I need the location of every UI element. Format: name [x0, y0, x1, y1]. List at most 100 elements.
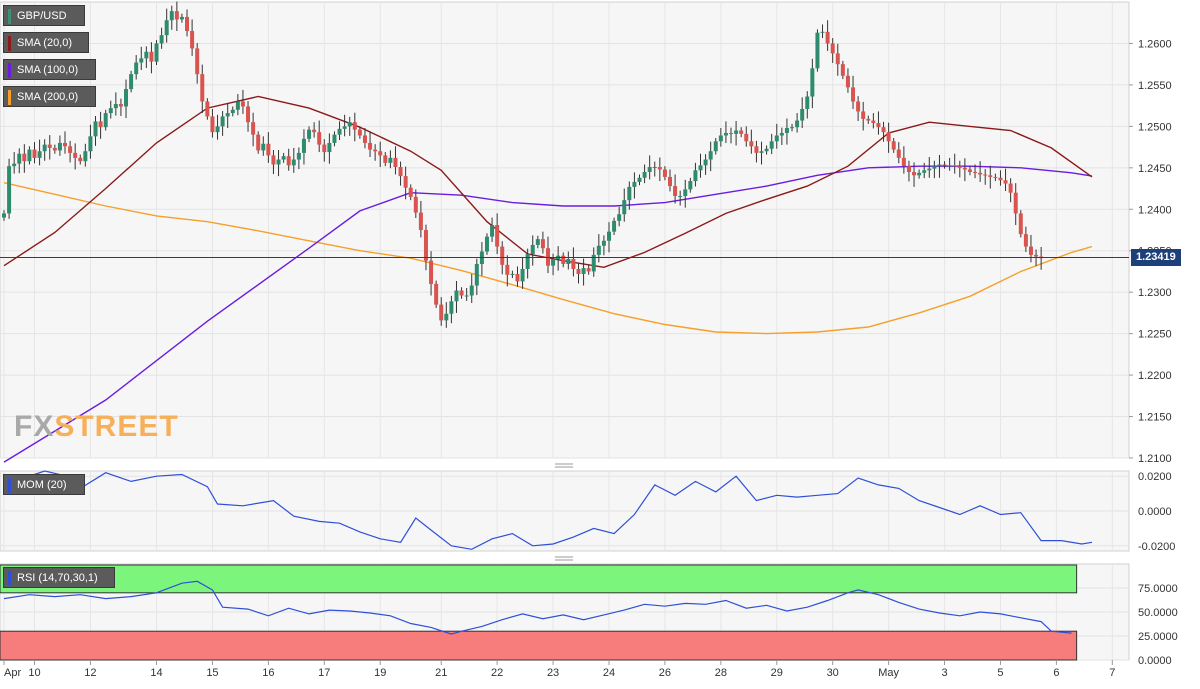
oscillator-lines [3, 470, 1093, 635]
candle-down [352, 122, 357, 130]
candle-up [693, 170, 698, 182]
candle-up [917, 172, 922, 176]
x-tick-label: 28 [715, 667, 727, 679]
candle-down [362, 135, 367, 143]
current-price-label: 1.23419 [1131, 249, 1181, 267]
candle-down [866, 118, 871, 121]
x-tick-label: 12 [84, 667, 96, 679]
candle-down [149, 51, 154, 62]
legend-sma100[interactable]: SMA (100,0) [3, 59, 96, 80]
legend-rsi[interactable]: RSI (14,70,30,1) [3, 567, 115, 588]
candle-down [68, 146, 73, 153]
candle-up [154, 43, 159, 62]
mom-tick-label: 0.0200 [1138, 471, 1172, 483]
candle-down [942, 164, 947, 166]
x-tick-label: 16 [262, 667, 274, 679]
x-tick-label: Apr [4, 667, 21, 679]
candle-up [113, 103, 118, 109]
candle-up [88, 136, 93, 152]
candle-down [312, 129, 317, 133]
candle-up [388, 157, 393, 163]
legend-sma200-label: SMA (200,0) [17, 91, 79, 103]
panel-splitter-2[interactable] [555, 556, 573, 561]
candle-down [118, 103, 123, 107]
legend-mom[interactable]: MOM (20) [3, 474, 85, 495]
candle-down [78, 157, 83, 162]
candle-down [662, 169, 667, 177]
candle-up [7, 166, 12, 214]
x-axis-labels: Apr 10 12 14 15 16 17 19 21 22 23 24 26 28 29 30 May 3 5 6 7 [3, 660, 1115, 679]
candle-up [307, 129, 312, 139]
legend-sma20[interactable]: SMA (20,0) [3, 32, 89, 53]
rsi-oversold-zone [0, 630, 1078, 661]
candle-down [195, 48, 200, 75]
candle-up [596, 245, 601, 255]
x-tick-label: 7 [1109, 667, 1115, 679]
candle-down [47, 144, 52, 148]
candle-up [632, 181, 637, 187]
candle-down [657, 166, 662, 170]
x-tick-label: May [878, 667, 899, 679]
panel-splitter-1[interactable] [555, 463, 573, 468]
candle-down [825, 31, 830, 44]
price-tick-label: 1.2250 [1138, 329, 1172, 341]
x-tick-label: 15 [206, 667, 218, 679]
candle-up [566, 259, 571, 264]
candle-up [591, 254, 596, 272]
candle-up [144, 51, 149, 59]
candle-down [586, 268, 591, 272]
candle-up [235, 101, 240, 110]
legend-symbol[interactable]: GBP/USD [3, 5, 85, 26]
candle-up [342, 126, 347, 129]
candle-up [800, 108, 805, 121]
candle-up [108, 108, 113, 114]
candle-down [754, 146, 759, 153]
candle-down [459, 290, 464, 296]
sma200-line [3, 182, 1093, 335]
candle-down [906, 166, 911, 172]
candle-down [886, 132, 891, 142]
mom-line [3, 470, 1093, 550]
candle-up [535, 239, 540, 245]
candle-up [622, 200, 627, 215]
rsi-tick-label: 50.0000 [1138, 607, 1178, 619]
candle-up [469, 285, 474, 296]
candle-down [413, 196, 418, 213]
candle-up [83, 151, 88, 162]
legend-mom-label: MOM (20) [17, 479, 67, 491]
x-tick-label: 24 [603, 667, 615, 679]
candle-up [520, 268, 525, 282]
candle-down [983, 174, 988, 176]
x-tick-label: 30 [827, 667, 839, 679]
legend-swatch [8, 89, 11, 105]
mom-tick-label: 0.0000 [1138, 506, 1172, 518]
candle-up [601, 240, 606, 246]
x-tick-label: 21 [435, 667, 447, 679]
candle-up [490, 225, 495, 237]
candle-up [774, 135, 779, 142]
candle-up [617, 214, 622, 221]
candle-up [820, 31, 825, 33]
x-tick-label: 29 [771, 667, 783, 679]
candle-down [1013, 192, 1018, 214]
candle-up [474, 263, 479, 286]
legend-sma200[interactable]: SMA (200,0) [3, 86, 96, 107]
candle-up [759, 151, 764, 153]
legend-swatch [8, 8, 11, 24]
candle-up [784, 128, 789, 133]
candle-down [957, 166, 962, 168]
candle-up [179, 16, 184, 20]
candle-down [357, 129, 362, 136]
candle-down [998, 177, 1003, 181]
legend-swatch [8, 570, 11, 586]
candle-down [200, 74, 205, 102]
candle-up [795, 120, 800, 128]
legend-swatch [8, 35, 11, 51]
candle-down [515, 273, 520, 282]
candle-up [708, 151, 713, 160]
candle-up [683, 189, 688, 197]
candle-down [1028, 246, 1033, 255]
x-tick-label: 26 [659, 667, 671, 679]
